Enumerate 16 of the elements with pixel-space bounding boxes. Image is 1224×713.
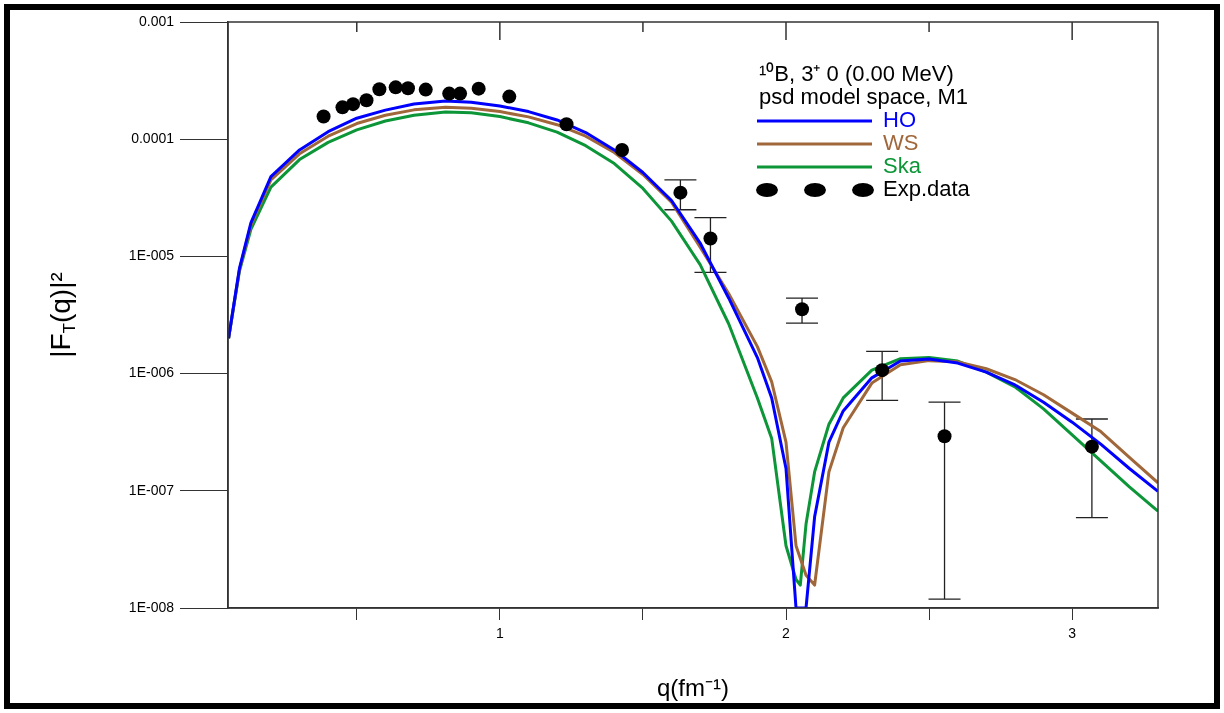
legend-label: Exp.data	[883, 176, 971, 202]
y-tick-label: 0.001	[138, 12, 175, 29]
y-tick-label: 0.0001	[131, 130, 175, 147]
y-tick-label: 1E-007	[128, 481, 175, 498]
text: WS	[883, 130, 919, 156]
y-axis-title: |FT(q)|²	[44, 272, 80, 358]
text: Ska	[883, 153, 922, 179]
x-tick-label: 3	[1068, 625, 1077, 642]
text: HO	[883, 107, 916, 133]
x-axis-title: q(fm⁻¹)	[657, 674, 729, 701]
x-tick-label: 1	[495, 625, 504, 642]
x-tick-label: 2	[782, 625, 791, 642]
y-tick-label: 1E-005	[128, 247, 175, 264]
y-tick-label: 1E-008	[128, 598, 175, 615]
y-tick-label: 1E-006	[128, 364, 175, 381]
legend-title: ¹⁰B, 3⁺ 0 (0.00 MeV) psd model space, M1	[759, 61, 969, 110]
